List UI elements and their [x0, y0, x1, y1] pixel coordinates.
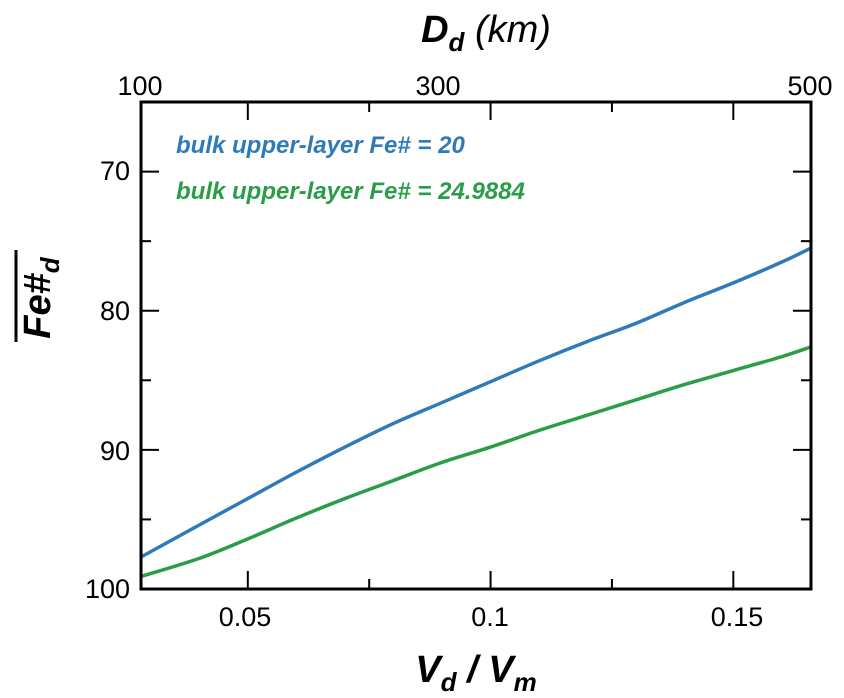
- plot-frame: [139, 100, 813, 591]
- x-axis-title-sep: /: [457, 649, 489, 691]
- x-tick-label: 0.15: [711, 602, 764, 632]
- x-tick-labels: 0.05 0.1 0.15: [219, 602, 764, 632]
- y-tick-label: 80: [100, 296, 130, 326]
- y-tick-label: 70: [100, 156, 130, 186]
- y-axis-title-sub: d: [35, 256, 65, 273]
- x-tick-label: 0.05: [219, 602, 272, 632]
- y-axis-title: Fe#d: [14, 250, 65, 342]
- series-line-1: [140, 345, 812, 579]
- tick-marks: [141, 102, 811, 590]
- y-axis-title-main: Fe#: [17, 272, 59, 338]
- x-axis-title-v2: V: [488, 649, 516, 691]
- legend-entry-fe20: bulk upper-layer Fe# = 20: [176, 132, 465, 159]
- series-group: [140, 246, 812, 579]
- top-tick-label: 500: [787, 71, 832, 101]
- y-axis-title-text: Fe#d: [17, 256, 65, 338]
- x-axis-title-v1: V: [415, 649, 443, 691]
- y-tick-label: 100: [85, 574, 130, 604]
- top-axis-title-main: D: [421, 9, 448, 51]
- series-line-0: [140, 246, 812, 559]
- y-tick-labels: 70 80 90 100: [85, 156, 130, 604]
- top-tick-label: 300: [415, 71, 460, 101]
- x-axis-title-s1: d: [441, 667, 458, 697]
- legend-entry-fe24: bulk upper-layer Fe# = 24.9884: [176, 178, 525, 205]
- top-axis-title: Dd (km): [421, 9, 551, 57]
- top-axis-title-unit: (km): [464, 9, 551, 51]
- x-tick-label: 0.1: [471, 602, 509, 632]
- top-tick-labels: 100 300 500: [117, 71, 832, 101]
- top-axis-title-sub: d: [449, 27, 466, 57]
- legend: bulk upper-layer Fe# = 20 bulk upper-lay…: [176, 132, 525, 205]
- y-tick-label: 90: [100, 436, 130, 466]
- x-axis-title-s2: m: [514, 667, 537, 697]
- top-tick-label: 100: [117, 71, 162, 101]
- x-axis-title: Vd / Vm: [415, 649, 536, 697]
